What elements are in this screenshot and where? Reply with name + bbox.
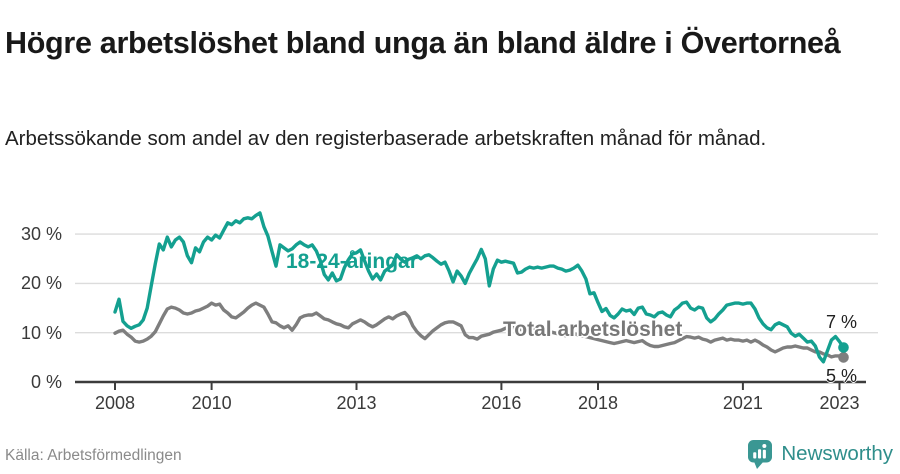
x-tick-label: 2023: [819, 393, 860, 413]
newsworthy-logo-link[interactable]: Newsworthy: [747, 438, 893, 470]
end-dot-young: [838, 342, 849, 353]
y-tick-label: 0 %: [30, 372, 62, 392]
x-tick-label: 2018: [577, 393, 619, 413]
series-line-young: [113, 211, 846, 364]
x-tick-label: 2016: [481, 393, 522, 413]
source-note: Källa: Arbetsförmedlingen: [5, 447, 182, 464]
newsworthy-wordmark: Newsworthy: [781, 442, 893, 465]
end-dot-total: [838, 352, 849, 363]
page-title: Högre arbetslöshet bland unga än bland ä…: [5, 26, 841, 61]
newsworthy-icon: [748, 439, 773, 469]
series-label-young: 18-24-åringar: [286, 250, 418, 273]
x-tick-label: 2008: [94, 393, 136, 413]
y-tick-label: 10 %: [20, 322, 62, 343]
series-line-total: [113, 301, 846, 360]
x-tick-label: 2010: [191, 393, 232, 413]
end-value-young: 7 %: [826, 312, 858, 332]
x-tick-label: 2021: [722, 393, 763, 413]
y-tick-label: 20 %: [20, 273, 62, 294]
y-tick-label: 30 %: [20, 224, 62, 245]
x-tick-label: 2013: [336, 393, 377, 413]
end-value-total: 5 %: [826, 366, 858, 386]
chart-subtitle: Arbetssökande som andel av den registerb…: [5, 126, 767, 150]
series-label-total: Total arbetslöshet: [503, 318, 683, 341]
